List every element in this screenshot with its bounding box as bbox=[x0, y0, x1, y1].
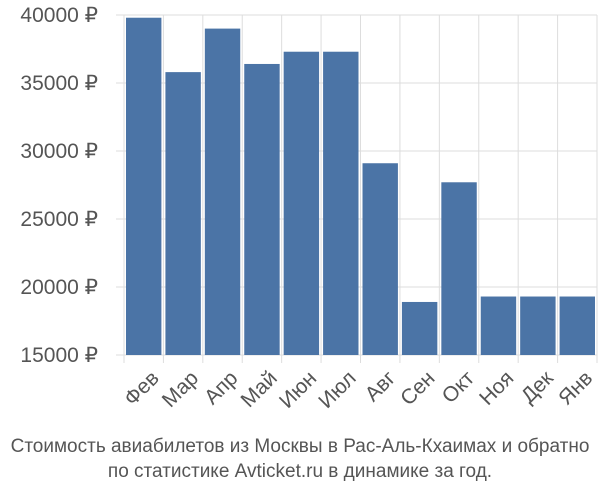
bar-Дек bbox=[520, 296, 556, 355]
bar-Мар bbox=[165, 72, 201, 356]
y-tick-label: 40000 ₽ bbox=[20, 4, 98, 27]
bar-Июн bbox=[283, 51, 320, 355]
x-tick-label: Фев bbox=[120, 367, 164, 411]
x-tick-label: Мар bbox=[158, 367, 203, 412]
x-tick-label: Янв bbox=[554, 367, 597, 410]
chart-caption-line-1: Стоимость авиабилетов из Москвы в Рас-Ал… bbox=[10, 436, 590, 457]
bar-Авг bbox=[362, 163, 398, 355]
y-tick-label: 15000 ₽ bbox=[20, 344, 98, 367]
y-axis-ticks: 15000 ₽ 20000 ₽ 25000 ₽ 30000 ₽ 35000 ₽ 40000… bbox=[20, 4, 98, 367]
x-tick-label: Май bbox=[237, 367, 282, 412]
bar-Ноя bbox=[480, 296, 517, 355]
y-tick-label: 30000 ₽ bbox=[20, 140, 98, 163]
x-tick-label: Сен bbox=[396, 367, 439, 410]
x-tick-label: Окт bbox=[438, 366, 480, 408]
x-tick-label: Июл bbox=[314, 367, 360, 413]
bars bbox=[126, 17, 595, 356]
x-tick-label: Дек bbox=[517, 366, 559, 408]
bar-Май bbox=[244, 63, 280, 356]
y-tick-label: 35000 ₽ bbox=[20, 72, 98, 95]
x-tick-label: Июн bbox=[275, 367, 321, 413]
x-tick-label: Авг bbox=[361, 366, 401, 406]
x-tick-label: Апр bbox=[200, 367, 242, 409]
bar-Апр bbox=[204, 28, 241, 355]
bar-Янв bbox=[559, 296, 595, 355]
bar-Сен bbox=[401, 301, 438, 355]
bar-Окт bbox=[441, 182, 477, 355]
y-tick-label: 25000 ₽ bbox=[20, 208, 98, 231]
bar-Июл bbox=[323, 51, 359, 355]
x-tick-label: Ноя bbox=[475, 367, 518, 410]
chart-caption-line-2: по статистике Avticket.ru в динамике за … bbox=[107, 461, 493, 482]
y-tick-label: 20000 ₽ bbox=[20, 276, 98, 299]
bar-Фев bbox=[126, 17, 162, 355]
